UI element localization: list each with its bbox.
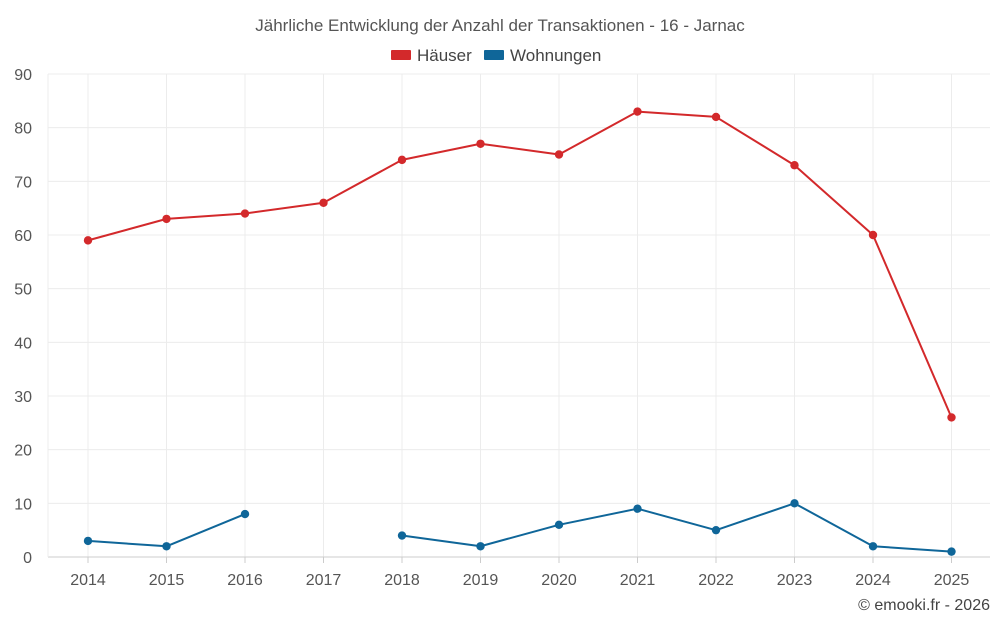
credit-text: © emooki.fr - 2026 [858, 597, 990, 614]
data-point[interactable] [868, 230, 878, 240]
data-point[interactable] [240, 509, 250, 519]
legend: Häuser Wohnungen [391, 46, 601, 65]
x-tick-label: 2022 [698, 572, 734, 589]
x-tick-label: 2019 [463, 572, 499, 589]
data-point[interactable] [947, 413, 956, 422]
data-point[interactable] [868, 542, 878, 551]
legend-label: Wohnungen [510, 46, 601, 65]
y-tick-label: 10 [14, 496, 32, 513]
y-tick-label: 60 [14, 228, 32, 245]
data-point[interactable] [162, 542, 171, 551]
grid [48, 73, 990, 557]
y-tick-label: 0 [23, 550, 32, 567]
x-tick-label: 2015 [149, 572, 185, 589]
x-tick-label: 2024 [855, 572, 891, 589]
data-point[interactable] [83, 236, 93, 245]
legend-item-haeuser[interactable]: Häuser [391, 46, 472, 65]
x-tick-label: 2017 [306, 572, 342, 589]
chart-title: Jährliche Entwicklung der Anzahl der Tra… [255, 16, 745, 35]
y-tick-label: 40 [14, 335, 32, 352]
legend-item-wohnungen[interactable]: Wohnungen [484, 46, 601, 65]
data-point[interactable] [397, 155, 407, 165]
x-tick-label: 2016 [227, 572, 263, 589]
x-tick-label: 2018 [384, 572, 420, 589]
series-wohnungen [83, 499, 956, 556]
series-line [87, 110, 953, 418]
data-point[interactable] [711, 525, 721, 535]
data-point[interactable] [711, 112, 721, 122]
x-tick-label: 2014 [70, 572, 106, 589]
data-point[interactable] [633, 107, 642, 116]
x-tick-label: 2020 [541, 572, 577, 589]
x-tick-label: 2025 [934, 572, 970, 589]
data-point[interactable] [83, 536, 93, 546]
data-point[interactable] [319, 198, 328, 207]
data-point[interactable] [790, 499, 799, 508]
data-point[interactable] [476, 139, 485, 148]
axes: 0 10 20 30 40 50 60 70 80 90 2014 2015 2016 2017 2018 2… [14, 67, 990, 589]
y-tick-label: 70 [14, 174, 32, 191]
y-tick-label: 90 [14, 67, 32, 84]
data-point[interactable] [476, 542, 485, 551]
data-point[interactable] [947, 547, 956, 556]
data-point[interactable] [162, 214, 171, 224]
series [83, 107, 956, 556]
data-point[interactable] [240, 209, 250, 218]
x-tick-label: 2021 [620, 572, 656, 589]
legend-label: Häuser [417, 46, 472, 65]
data-point[interactable] [554, 150, 564, 159]
legend-swatch [484, 50, 504, 60]
data-point[interactable] [790, 161, 799, 170]
y-tick-label: 20 [14, 443, 32, 460]
data-point[interactable] [397, 531, 407, 540]
x-tick-label: 2023 [777, 572, 813, 589]
y-tick-label: 30 [14, 389, 32, 406]
data-point[interactable] [633, 504, 642, 513]
series-haeuser [83, 107, 956, 422]
y-tick-label: 80 [14, 121, 32, 138]
series-line [401, 502, 952, 553]
y-tick-label: 50 [14, 282, 32, 299]
legend-swatch [391, 50, 411, 60]
data-point[interactable] [554, 520, 564, 529]
